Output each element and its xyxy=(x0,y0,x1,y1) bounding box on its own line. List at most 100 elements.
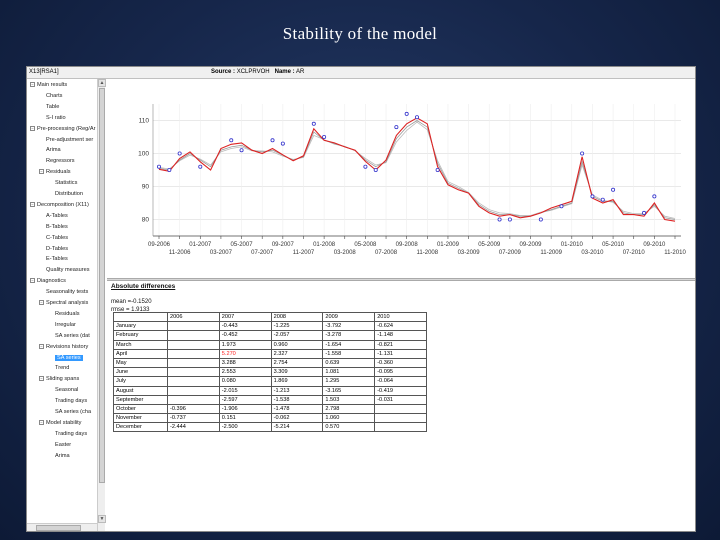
tree-item[interactable]: A-Tables xyxy=(46,213,68,220)
tree-item[interactable]: − Residuals xyxy=(39,169,71,176)
tree-item-label: Trading days xyxy=(55,430,88,437)
tree-vertical-scrollbar[interactable]: ▲ ▼ xyxy=(97,79,106,531)
x-tick-label: 01-2008 xyxy=(313,242,336,248)
series-line xyxy=(158,120,676,220)
x-tick-label: 05-2010 xyxy=(602,242,625,248)
tree-item[interactable]: Regressors xyxy=(46,158,75,165)
tree-item-label: C-Tables xyxy=(46,234,69,241)
collapse-toggle-icon[interactable]: − xyxy=(39,376,44,382)
month-cell: November xyxy=(113,413,168,424)
collapse-toggle-icon[interactable]: − xyxy=(30,82,35,87)
tree-item-label: Decomposition (X11) xyxy=(37,201,89,208)
tree-item[interactable]: SA series xyxy=(55,354,83,362)
x-tick-label: 09-2008 xyxy=(396,242,419,248)
value-cell: -0.062 xyxy=(270,413,324,424)
tree-horizontal-scrollbar[interactable] xyxy=(27,523,97,531)
collapse-toggle-icon[interactable]: − xyxy=(30,278,35,284)
tree-item[interactable]: S-I ratio xyxy=(46,115,66,122)
tree-item[interactable]: C-Tables xyxy=(46,235,68,242)
month-cell: March xyxy=(113,339,168,350)
value-cell: 0.570 xyxy=(322,422,376,433)
value-cell xyxy=(167,330,220,341)
month-cell: June xyxy=(113,367,168,378)
value-cell: -1.225 xyxy=(270,321,324,332)
tree-item[interactable]: Quality measures xyxy=(46,267,90,274)
collapse-toggle-icon[interactable]: − xyxy=(39,343,44,349)
tree-item[interactable]: B-Tables xyxy=(46,224,68,231)
value-cell xyxy=(167,321,220,332)
column-header: 2010 xyxy=(374,311,427,323)
column-header: 2007 xyxy=(218,311,272,323)
tree-item[interactable]: Charts xyxy=(46,93,62,100)
series-line xyxy=(158,117,676,222)
tree-item-label: Revisions history xyxy=(46,343,89,350)
x-tick-label: 01-2009 xyxy=(437,242,460,248)
tree-item[interactable]: − Diagnostics xyxy=(30,278,66,285)
tree-item[interactable]: Table xyxy=(46,104,59,111)
collapse-toggle-icon[interactable]: − xyxy=(30,201,35,207)
tree-item[interactable]: SA series (cha xyxy=(55,409,91,416)
value-cell: 3.288 xyxy=(218,357,272,369)
collapse-toggle-icon[interactable]: − xyxy=(39,169,44,175)
tree-item[interactable]: Irregular xyxy=(55,322,76,329)
table-row: November -0.737 0.151 -0.062 1.060 xyxy=(113,413,427,424)
x-tick-label: 03-2009 xyxy=(458,250,481,256)
tree-item[interactable]: Trading days xyxy=(55,398,87,405)
tree-item[interactable]: − Sliding spans xyxy=(39,376,79,383)
y-tick-label: 80 xyxy=(142,217,150,224)
tree-item[interactable]: D-Tables xyxy=(46,246,68,253)
tree-item-label: SA series (cha xyxy=(55,409,92,415)
value-cell: 3.309 xyxy=(270,367,324,378)
x-tick-label: 01-2007 xyxy=(189,242,212,248)
tree-item[interactable]: SA series (dat xyxy=(55,333,90,340)
month-cell: May xyxy=(113,357,168,369)
tree-item[interactable]: E-Tables xyxy=(46,256,68,263)
collapse-toggle-icon[interactable]: − xyxy=(39,419,44,425)
value-cell: -2.444 xyxy=(167,422,220,433)
pane-splitter[interactable] xyxy=(107,278,695,281)
tree-item[interactable]: Arima xyxy=(55,453,70,460)
value-cell: -1.906 xyxy=(218,403,272,415)
name-label: Name : xyxy=(274,69,295,75)
tree-item[interactable]: − Pre-processing (Reg/Ar xyxy=(30,125,95,133)
value-cell: 5.270 xyxy=(218,348,272,359)
collapse-toggle-icon[interactable]: − xyxy=(39,300,44,305)
tree-item[interactable]: − Revisions history xyxy=(39,343,89,351)
value-cell: -2.057 xyxy=(270,330,324,341)
data-point xyxy=(497,217,502,222)
value-cell: 1.503 xyxy=(322,394,376,405)
tree-item[interactable]: Statistics xyxy=(55,180,77,187)
value-cell: 0.639 xyxy=(322,357,376,369)
tree-item[interactable]: Seasonality tests xyxy=(46,289,88,296)
tree-item[interactable]: Distribution xyxy=(55,191,83,198)
collapse-toggle-icon[interactable]: − xyxy=(30,125,35,131)
tree-item[interactable]: − Decomposition (X11) xyxy=(30,201,89,209)
tree-item[interactable]: Residuals xyxy=(55,311,80,318)
tree-item[interactable]: − Spectral analysis xyxy=(39,300,88,307)
value-cell: -1.131 xyxy=(374,348,427,359)
tree-item[interactable]: Trend xyxy=(55,365,69,372)
tree-item[interactable]: Easter xyxy=(55,442,71,449)
tree-item[interactable]: Pre-adjustment ser xyxy=(46,137,93,144)
rmse-stat: rmse = 1.9133 xyxy=(111,307,150,313)
tree-item[interactable]: Trading days xyxy=(55,431,87,438)
scroll-thumb[interactable] xyxy=(99,88,105,483)
tree-item[interactable]: − Model stability xyxy=(39,419,81,427)
tree-item-label: Arima xyxy=(55,452,70,459)
scroll-up-icon[interactable]: ▲ xyxy=(98,79,106,87)
column-header: 2009 xyxy=(322,311,376,323)
tree-item-label: Sliding spans xyxy=(46,376,80,383)
table-row: March 1.973 0.960 -1.654 -0.821 xyxy=(113,339,427,350)
data-point xyxy=(363,164,368,169)
scroll-down-icon[interactable]: ▼ xyxy=(98,515,106,523)
data-point xyxy=(559,204,564,209)
tree-item[interactable]: Seasonal xyxy=(55,387,78,394)
tree-item-label: Charts xyxy=(46,92,63,99)
x-tick-label: 09-2010 xyxy=(643,242,666,248)
tree-item-label: Residuals xyxy=(46,169,71,176)
hscroll-thumb[interactable] xyxy=(36,525,81,531)
tree-item[interactable]: Arima xyxy=(46,147,61,154)
value-cell: -1.213 xyxy=(270,385,324,396)
tree-item[interactable]: − Main results xyxy=(30,82,67,89)
value-cell: 2.754 xyxy=(270,357,324,369)
